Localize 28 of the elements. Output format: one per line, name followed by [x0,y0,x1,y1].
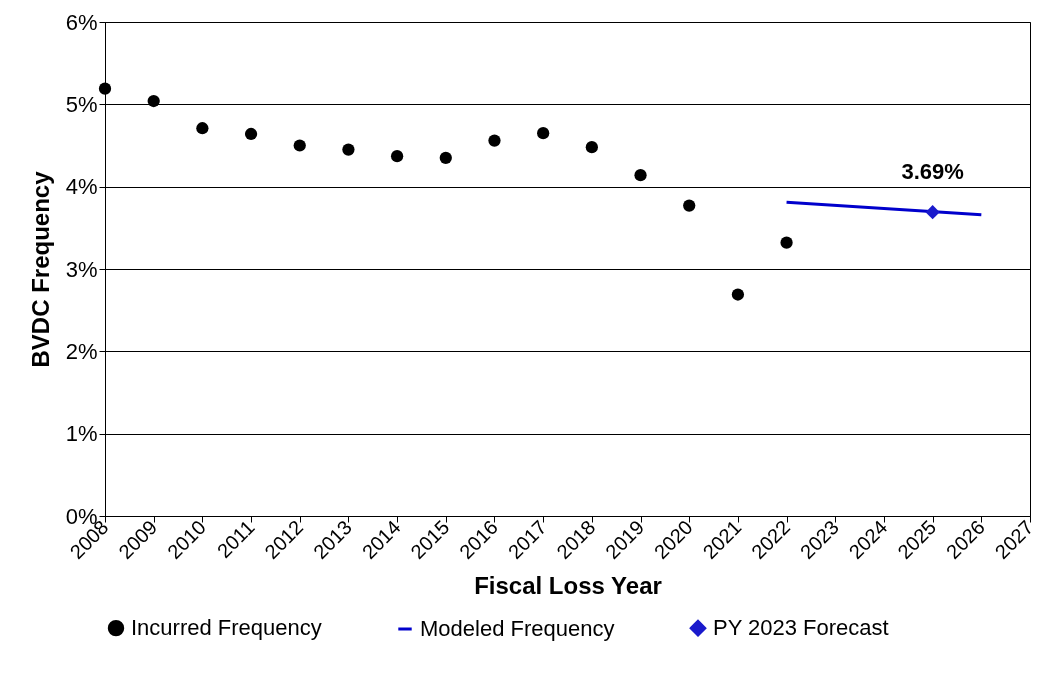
x-axis-title: Fiscal Loss Year [474,572,662,600]
point [98,82,112,95]
point [780,236,793,249]
y-tick-label: 5% [65,91,98,117]
point [925,205,940,220]
point [683,199,696,212]
point [634,169,647,182]
point [342,143,355,156]
legend-label: PY 2023 Forecast [713,615,889,641]
y-tick-label: 1% [65,421,98,447]
point [488,134,501,147]
point [390,150,404,163]
y-axis-title: BVDC Frequency [26,170,54,368]
point [196,122,209,135]
data-label: 3.69% [901,159,964,185]
point [537,127,550,140]
legend-label: Modeled Frequency [420,616,615,641]
point [244,127,258,141]
y-tick-label: 4% [65,174,98,200]
point [731,288,745,301]
point [585,141,598,154]
point [439,151,452,164]
y-tick-label: 2% [65,338,98,364]
legend-label: Incurred Frequency [131,615,322,641]
y-tick-label: 3% [65,256,98,282]
point [293,139,306,152]
y-tick-label: 6% [65,9,98,35]
point [147,94,160,108]
